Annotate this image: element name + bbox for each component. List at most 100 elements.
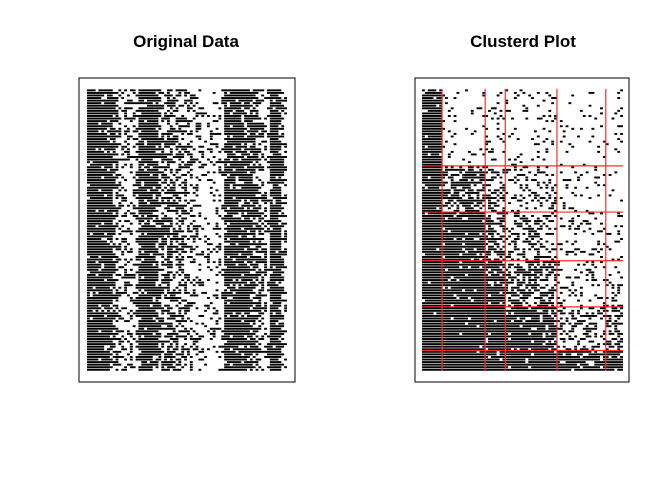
cell-run <box>167 289 170 292</box>
cell-run <box>181 325 185 328</box>
cell-run <box>138 235 165 238</box>
cell-run <box>204 140 207 143</box>
cell-run <box>467 194 471 197</box>
cell-run <box>531 215 534 217</box>
cell-run <box>422 125 443 128</box>
cell-run <box>536 168 540 171</box>
cell-run <box>522 250 526 253</box>
cell-run <box>422 194 448 197</box>
cell-run <box>473 299 506 302</box>
cell-run <box>129 297 133 299</box>
cell-run <box>582 327 598 330</box>
cell-run <box>167 138 179 141</box>
cell-run <box>135 284 156 287</box>
cell-run <box>247 122 265 125</box>
cell-run <box>224 227 242 230</box>
cell-run <box>525 284 540 287</box>
cell-run <box>611 299 618 302</box>
cell-run <box>565 361 586 364</box>
cell-run <box>422 176 428 179</box>
cell-run <box>138 140 145 143</box>
cell-run <box>258 320 262 323</box>
cell-run <box>189 327 193 330</box>
cell-run <box>244 143 247 146</box>
cell-run <box>422 104 437 107</box>
cell-run <box>175 353 185 356</box>
cell-run <box>229 207 245 210</box>
cell-run <box>184 194 187 197</box>
cell-run <box>169 112 173 115</box>
cell-run <box>138 368 153 371</box>
cell-run <box>135 330 159 333</box>
cell-run <box>192 340 199 343</box>
cell-run <box>124 220 130 223</box>
cell-run <box>87 209 96 212</box>
cell-run <box>189 363 193 366</box>
cell-run <box>87 148 96 151</box>
cell-run <box>224 158 230 161</box>
cell-run <box>602 173 606 176</box>
cell-run <box>241 212 245 215</box>
cell-run <box>600 317 603 320</box>
cell-run <box>422 94 445 97</box>
cell-run <box>482 204 486 207</box>
cell-run <box>218 168 222 171</box>
cell-run <box>422 343 543 346</box>
cell-run <box>528 248 532 251</box>
cell-run <box>235 258 267 261</box>
cell-run <box>189 294 199 297</box>
cell-run <box>482 232 486 235</box>
cell-run <box>591 127 595 130</box>
cell-run <box>528 230 537 233</box>
cell-run <box>617 138 621 141</box>
cell-run <box>551 204 555 207</box>
cell-run <box>184 304 193 307</box>
cell-run <box>124 366 127 369</box>
cell-run <box>184 291 190 294</box>
cell-run <box>87 238 102 240</box>
cell-run <box>545 248 549 251</box>
cell-run <box>608 194 612 197</box>
cell-run <box>600 248 603 251</box>
cell-run <box>585 335 592 338</box>
cell-run <box>224 109 233 112</box>
cell-run <box>187 104 190 107</box>
cell-run <box>531 332 543 335</box>
cell-run <box>147 104 165 107</box>
cell-run <box>198 358 205 361</box>
cell-run <box>554 184 557 187</box>
cell-run <box>269 320 279 323</box>
cell-run <box>215 145 219 148</box>
cell-run <box>209 268 213 271</box>
cell-run <box>508 304 512 307</box>
cell-run <box>178 125 190 128</box>
cell-run <box>467 250 491 253</box>
cell-run <box>138 220 145 223</box>
cell-run <box>87 150 105 153</box>
cell-run <box>536 135 540 138</box>
cell-run <box>164 294 167 297</box>
cell-run <box>167 250 179 253</box>
cell-run <box>181 271 185 274</box>
cell-run <box>204 325 207 328</box>
cell-run <box>135 197 153 199</box>
cell-run <box>422 261 460 264</box>
cell-run <box>281 125 285 128</box>
cell-run <box>127 353 130 356</box>
cell-run <box>531 97 534 99</box>
cell-run <box>522 197 526 199</box>
cell-run <box>129 317 133 320</box>
cell-run <box>574 276 580 279</box>
cell-run <box>522 240 532 243</box>
cell-run <box>87 266 102 269</box>
cell-run <box>258 325 262 328</box>
cell-run <box>502 132 506 135</box>
cell-run <box>539 273 543 276</box>
cell-run <box>189 235 199 238</box>
cell-run <box>212 163 216 166</box>
cell-run <box>215 309 219 312</box>
cell-run <box>87 176 102 179</box>
cell-run <box>605 340 612 343</box>
cell-run <box>556 350 592 353</box>
cell-run <box>184 309 190 312</box>
